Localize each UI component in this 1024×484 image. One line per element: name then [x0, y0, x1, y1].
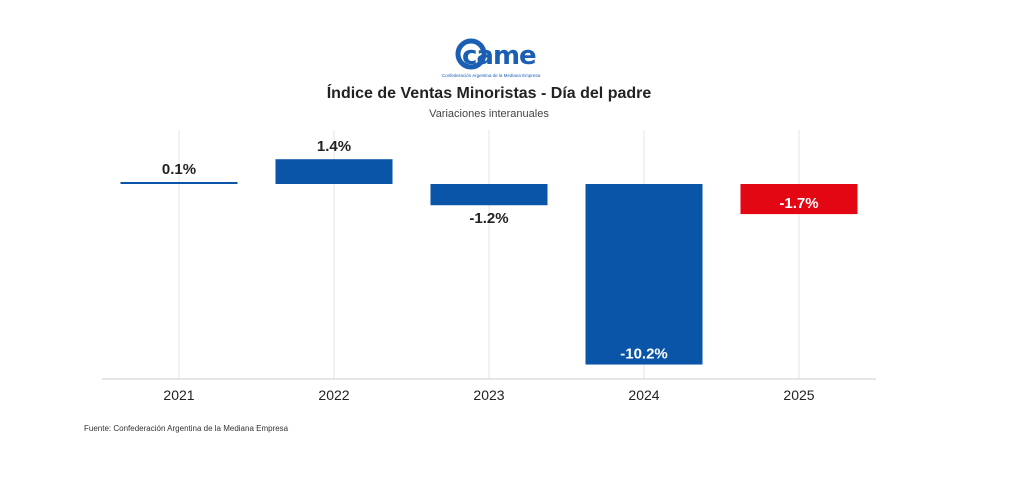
logo-tagline: Confederación Argentina de la Mediana Em…: [442, 73, 541, 78]
source-note: Fuente: Confederación Argentina de la Me…: [84, 424, 289, 433]
tick-label-2023: 2023: [473, 387, 504, 403]
gridlines: [178, 130, 800, 379]
x-tick-labels: 2021 2022 2023 2024 2025: [163, 387, 814, 403]
value-label-2023: -1.2%: [469, 210, 508, 227]
tick-label-2024: 2024: [628, 387, 659, 403]
tick-label-2021: 2021: [163, 387, 194, 403]
chart-title: Índice de Ventas Minoristas - Día del pa…: [327, 83, 652, 102]
tick-label-2025: 2025: [783, 387, 814, 403]
tick-label-2022: 2022: [318, 387, 349, 403]
bar-2024: [585, 184, 703, 365]
value-label-2024: -10.2%: [620, 346, 668, 363]
value-labels: 0.1% 1.4% -1.2% -10.2% -1.7%: [162, 138, 819, 362]
bar-2022: [275, 159, 393, 184]
bar-2021: [120, 182, 238, 184]
bars: [120, 159, 858, 365]
logo-wordmark: came: [462, 41, 536, 71]
chart-subtitle: Variaciones interanuales: [429, 108, 549, 120]
bar-2025: [740, 184, 858, 215]
value-label-2022: 1.4%: [317, 138, 351, 155]
logo-ring-icon: [455, 38, 487, 70]
came-logo: came Confederación Argentina de la Media…: [442, 38, 541, 78]
value-label-2021: 0.1%: [162, 161, 196, 178]
bar-2023: [430, 184, 548, 206]
value-label-2025: -1.7%: [779, 195, 818, 212]
